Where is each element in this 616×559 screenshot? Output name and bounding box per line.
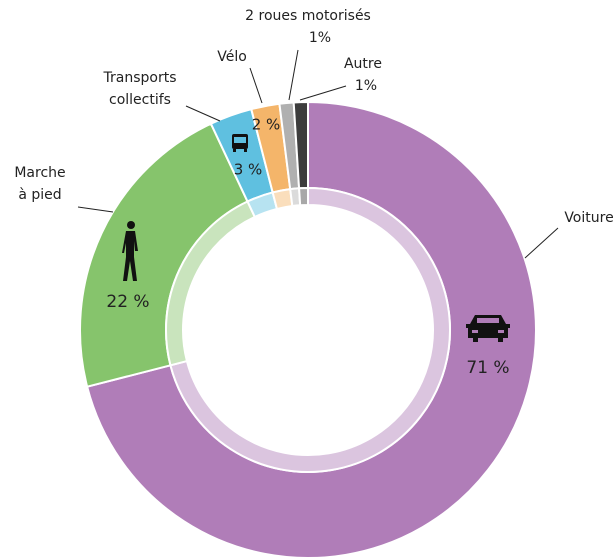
donut-inner-segment xyxy=(271,188,294,211)
value-label: 71 % xyxy=(466,358,509,378)
category-label: 2 roues motorisés xyxy=(245,8,371,24)
leader-line xyxy=(249,67,263,104)
category-label: collectifs xyxy=(109,92,171,108)
bus-icon xyxy=(232,134,248,152)
value-label: 1% xyxy=(309,30,331,46)
category-label: Voiture xyxy=(564,210,613,226)
car-icon xyxy=(466,315,510,342)
leader-line xyxy=(288,49,299,101)
donut-inner-segment xyxy=(298,186,309,207)
donut-segment xyxy=(79,122,249,388)
leader-line xyxy=(524,227,559,259)
category-label: Marche xyxy=(14,165,65,181)
value-label: 3 % xyxy=(234,161,263,179)
category-label: Transports xyxy=(103,70,177,86)
value-label: 2 % xyxy=(252,116,281,134)
walker-icon xyxy=(122,221,138,281)
value-label: 1% xyxy=(355,78,377,94)
leader-line xyxy=(77,206,114,213)
category-label: Vélo xyxy=(217,49,247,65)
icons xyxy=(122,134,510,342)
value-label: 22 % xyxy=(106,292,149,312)
leader-line xyxy=(299,85,347,101)
leader-line xyxy=(185,105,221,122)
category-label: à pied xyxy=(18,187,61,203)
category-label: Autre xyxy=(344,56,382,72)
